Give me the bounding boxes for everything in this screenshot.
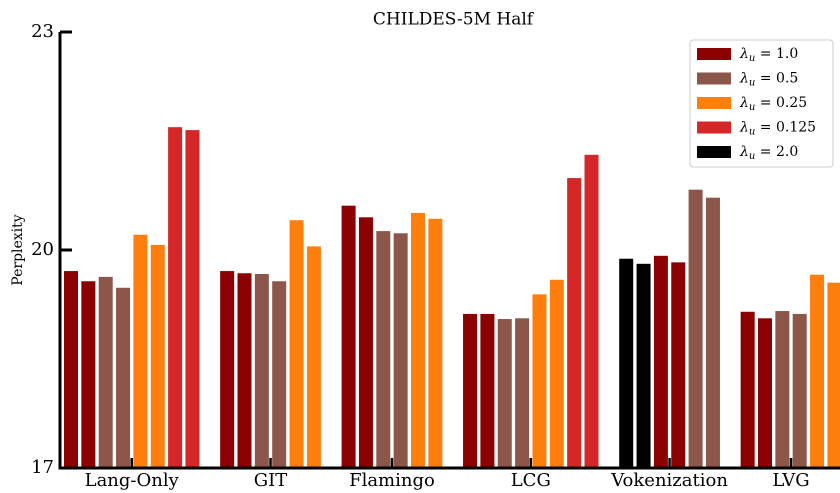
bar [220,271,235,468]
y-tick-label: 20 [31,239,54,260]
legend-label: λu = 0.5 [739,71,798,89]
bar [775,311,790,468]
bar [358,217,373,468]
bar [64,271,78,468]
x-tick-label: LCG [511,470,551,491]
bar [168,127,183,469]
y-tick-label: 17 [31,457,54,478]
bar [758,318,772,468]
y-tick-label: 23 [31,21,54,42]
bar [428,218,443,468]
bar [619,258,634,468]
bar [341,205,356,468]
legend-label: λu = 2.0 [739,144,798,162]
bar [705,197,720,468]
bar [740,311,755,468]
legend-label: λu = 0.125 [739,120,816,138]
x-tick-label: LVG [772,470,809,491]
bar [376,231,391,468]
bar [584,154,599,468]
bar [463,313,478,468]
bar [532,294,547,468]
bar [272,281,287,468]
x-tick-label: Flamingo [349,470,435,491]
bar [653,255,668,468]
legend-label: λu = 0.25 [739,95,807,113]
x-tick-label: Vokenization [610,470,728,491]
bar [411,212,425,468]
chart-title: CHILDES-5M Half [373,10,535,30]
bar [81,281,96,468]
legend-swatch [697,121,731,134]
bar [98,276,113,468]
bar [133,234,148,468]
legend-swatch [697,146,731,158]
legend-frame [689,39,834,168]
legend-label: λu = 1.0 [739,46,798,64]
bar [254,273,269,468]
bar [792,313,807,468]
bar [688,189,703,469]
bar [827,282,840,468]
bar [289,220,304,468]
bar [393,233,408,468]
bar [116,287,131,468]
legend-swatch [697,48,731,60]
bar [185,130,200,468]
bar [567,178,582,468]
bar [636,263,651,468]
x-tick-label: GIT [254,470,288,491]
bar [237,273,252,468]
bar [497,319,512,468]
bar [306,246,321,468]
bar [515,318,530,468]
legend-swatch [697,72,731,85]
legend-swatch [697,97,731,109]
bar [150,244,165,468]
bar [671,262,686,468]
legend: λu = 1.0 λu = 0.5 λu = 0.25 λu = 0.125 λu = … [689,39,834,168]
bar [480,313,495,468]
y-axis-label: Perplexity [10,214,26,285]
bar [549,279,564,468]
bar [810,274,825,468]
x-tick-label: Lang-Only [85,470,180,491]
